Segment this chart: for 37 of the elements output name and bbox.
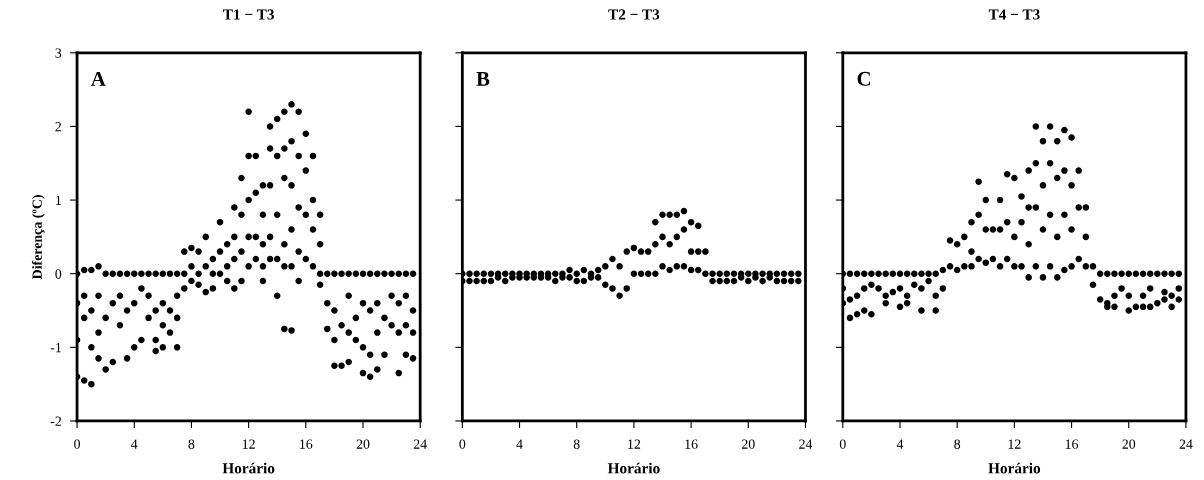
x-tick-label: 4 — [896, 439, 904, 449]
x-tick-label: 24 — [1179, 439, 1193, 449]
annotation: B — [476, 72, 490, 86]
x-tick-label: 12 — [242, 439, 255, 449]
x-tick-label: 0 — [459, 439, 466, 449]
x-tick-label: 20 — [741, 439, 755, 449]
y-axis-title: Diferença (ºC) — [31, 195, 45, 280]
chart-title: T1 − T3 — [223, 9, 274, 20]
x-tick-label: 4 — [131, 439, 138, 449]
y-tick-label: -1 — [50, 342, 61, 353]
y-tick-label: 0 — [55, 269, 62, 279]
x-tick-label: 4 — [516, 439, 523, 449]
x-tick-label: 16 — [300, 439, 313, 449]
x-tick-label: 24 — [799, 439, 813, 449]
x-tick-label: 8 — [954, 439, 961, 449]
chart-title: T4 − T3 — [988, 9, 1040, 20]
y-tick-label: 2 — [55, 122, 62, 132]
x-tick-label: 16 — [1065, 439, 1079, 449]
x-tick-label: 12 — [1008, 439, 1021, 449]
x-tick-label: 0 — [74, 439, 80, 449]
x-axis-title: Horário — [607, 462, 660, 474]
x-tick-label: 24 — [413, 439, 427, 449]
y-tick-label: 1 — [56, 195, 61, 205]
annotation: A — [90, 71, 106, 86]
y-tick-label: -2 — [50, 416, 62, 426]
x-tick-label: 20 — [1122, 439, 1136, 449]
chart-title: T2 − T3 — [608, 9, 660, 20]
x-tick-label: 8 — [188, 439, 195, 449]
x-tick-label: 0 — [839, 439, 846, 449]
x-axis-title: Horário — [222, 462, 275, 474]
x-tick-label: 8 — [573, 439, 580, 449]
x-tick-label: 16 — [685, 439, 698, 449]
annotation: C — [857, 71, 870, 86]
x-tick-label: 12 — [628, 439, 641, 449]
x-tick-label: 20 — [356, 439, 370, 449]
y-tick-label: 3 — [55, 48, 62, 58]
x-axis-title: Horário — [988, 462, 1041, 474]
